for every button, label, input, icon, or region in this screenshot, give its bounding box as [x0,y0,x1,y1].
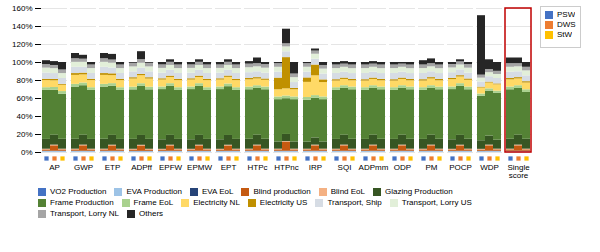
html-text:StW: StW [557,30,573,39]
html-text:Transport, Ship: Transport, Ship [327,198,382,207]
html-text:Blind EoL: Blind EoL [330,187,365,196]
html-text:Blind production: Blind production [253,187,311,196]
svg-text:ODP: ODP [394,163,411,172]
svg-text:ADPff: ADPff [131,163,153,172]
svg-text:EPMW: EPMW [187,163,212,172]
svg-text:40%: 40% [16,112,32,121]
svg-text:ETP: ETP [105,163,121,172]
svg-text:HTPc: HTPc [248,163,268,172]
svg-text:GWP: GWP [74,163,93,172]
svg-text:AP: AP [49,163,60,172]
svg-text:Singlescore: Singlescore [507,163,530,180]
svg-text:EPT: EPT [221,163,237,172]
html-text:VO2 Production: VO2 Production [50,187,107,196]
html-text:Frame EoL: Frame EoL [133,198,174,207]
html-text:Others: Others [139,209,164,218]
svg-text:IRP: IRP [309,163,322,172]
svg-text:SQI: SQI [338,163,352,172]
html-text:EVA EoL: EVA EoL [201,187,234,196]
svg-text:PM: PM [426,163,438,172]
html-text:DWS: DWS [557,20,576,29]
svg-text:WDP: WDP [480,163,499,172]
svg-text:POCP: POCP [449,163,472,172]
svg-text:20%: 20% [16,130,32,139]
html-text:PSW: PSW [557,10,576,19]
html-text:Glazing Production: Glazing Production [385,187,453,196]
html-text:EVA Production: EVA Production [126,187,182,196]
svg-text:80%: 80% [16,76,32,85]
svg-text:120%: 120% [12,40,32,49]
html-text:Electricity US: Electricity US [259,198,308,207]
svg-text:160%: 160% [12,4,32,13]
svg-text:ADPmm: ADPmm [359,163,389,172]
svg-text:100%: 100% [12,58,32,67]
html-text:Electricity NL: Electricity NL [193,198,240,207]
html-text:Frame Production: Frame Production [50,198,114,207]
svg-text:60%: 60% [16,94,32,103]
html-text:Transport, Lorry US: Transport, Lorry US [401,198,472,207]
svg-text:0%: 0% [21,148,33,157]
html-text:Transport, Lorry NL: Transport, Lorry NL [50,209,120,218]
svg-text:EPFW: EPFW [159,163,183,172]
svg-text:HTPnc: HTPnc [274,163,298,172]
svg-text:140%: 140% [12,22,32,31]
